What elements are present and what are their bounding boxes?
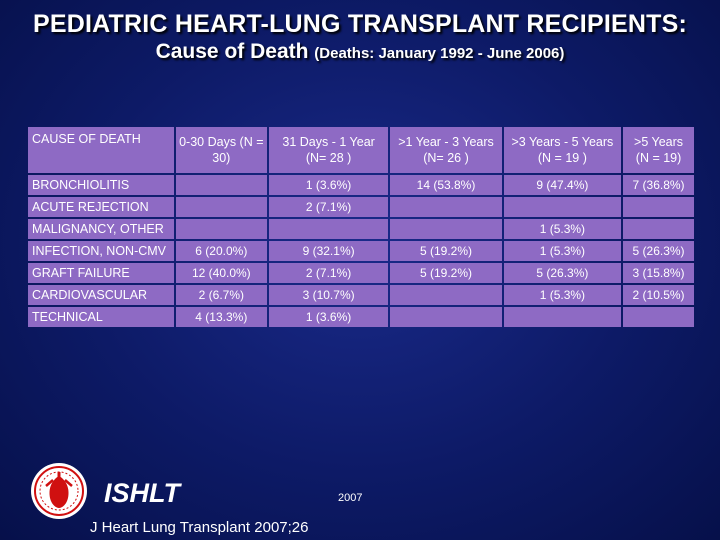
table-row: BRONCHIOLITIS 1 (3.6%) 14 (53.8%) 9 (47.… [28, 175, 694, 195]
header-0-30-days: 0-30 Days (N = 30) [175, 127, 267, 173]
table-cell: 5 (26.3%) [623, 241, 694, 261]
table-cell: 7 (36.8%) [623, 175, 694, 195]
table-row: ACUTE REJECTION 2 (7.1%) [28, 197, 694, 217]
row-label: INFECTION, NON-CMV [28, 241, 174, 261]
slide-title-line1: PEDIATRIC HEART-LUNG TRANSPLANT RECIPIEN… [33, 10, 687, 38]
table-cell: 5 (19.2%) [390, 263, 502, 283]
table-cell [175, 197, 267, 217]
table-row: TECHNICAL 4 (13.3%) 1 (3.6%) [28, 307, 694, 327]
table-cell [175, 175, 267, 195]
table-cell: 1 (5.3%) [503, 241, 622, 261]
table-cell [623, 219, 694, 239]
table-cell: 6 (20.0%) [175, 241, 267, 261]
table-cell: 1 (5.3%) [503, 285, 622, 305]
table-header-row: CAUSE OF DEATH 0-30 Days (N = 30) 31 Day… [28, 127, 694, 173]
ishlt-logo-icon [31, 463, 87, 519]
footer-year: 2007 [338, 492, 363, 504]
table-cell: 2 (7.1%) [268, 197, 389, 217]
table-cell: 3 (15.8%) [623, 263, 694, 283]
table-cell [268, 219, 389, 239]
table-cell: 1 (3.6%) [268, 307, 389, 327]
slide-title-subtitle: (Deaths: January 1992 - June 2006) [314, 45, 565, 62]
table-cell: 3 (10.7%) [268, 285, 389, 305]
table-cell [390, 197, 502, 217]
row-label: ACUTE REJECTION [28, 197, 174, 217]
row-label: CARDIOVASCULAR [28, 285, 174, 305]
table-cell [623, 307, 694, 327]
table-cell [390, 285, 502, 305]
table-cell: 2 (7.1%) [268, 263, 389, 283]
table-cell: 2 (10.5%) [623, 285, 694, 305]
table-cell [175, 219, 267, 239]
table-cell: 1 (5.3%) [503, 219, 622, 239]
table-cell: 9 (47.4%) [503, 175, 622, 195]
table-cell: 1 (3.6%) [268, 175, 389, 195]
table-cell: 12 (40.0%) [175, 263, 267, 283]
table-cell [503, 307, 622, 327]
table-cell [390, 219, 502, 239]
slide-title-main: Cause of Death [155, 40, 315, 63]
table-cell: 14 (53.8%) [390, 175, 502, 195]
table-row: GRAFT FAILURE 12 (40.0%) 2 (7.1%) 5 (19.… [28, 263, 694, 283]
slide-title-line2: Cause of Death (Deaths: January 1992 - J… [0, 40, 720, 64]
header-5-years: >5 Years (N = 19) [623, 127, 694, 173]
header-1-3-years: >1 Year - 3 Years (N= 26 ) [390, 127, 502, 173]
table-cell [390, 307, 502, 327]
row-label: BRONCHIOLITIS [28, 175, 174, 195]
row-label: MALIGNANCY, OTHER [28, 219, 174, 239]
table-row: CARDIOVASCULAR 2 (6.7%) 3 (10.7%) 1 (5.3… [28, 285, 694, 305]
header-cause: CAUSE OF DEATH [28, 127, 174, 173]
table-cell: 5 (26.3%) [503, 263, 622, 283]
header-31-days-1-year: 31 Days - 1 Year (N= 28 ) [268, 127, 389, 173]
table-cell [623, 197, 694, 217]
header-3-5-years: >3 Years - 5 Years (N = 19 ) [503, 127, 622, 173]
row-label: TECHNICAL [28, 307, 174, 327]
table-row: MALIGNANCY, OTHER 1 (5.3%) [28, 219, 694, 239]
table-cell: 9 (32.1%) [268, 241, 389, 261]
table-cell: 2 (6.7%) [175, 285, 267, 305]
table-row: INFECTION, NON-CMV 6 (20.0%) 9 (32.1%) 5… [28, 241, 694, 261]
table-cell [503, 197, 622, 217]
table-cell: 4 (13.3%) [175, 307, 267, 327]
cause-of-death-table: CAUSE OF DEATH 0-30 Days (N = 30) 31 Day… [26, 125, 696, 329]
footer-citation: J Heart Lung Transplant 2007;26 [90, 519, 309, 536]
row-label: GRAFT FAILURE [28, 263, 174, 283]
ishlt-brand: ISHLT [104, 478, 180, 508]
table-cell: 5 (19.2%) [390, 241, 502, 261]
